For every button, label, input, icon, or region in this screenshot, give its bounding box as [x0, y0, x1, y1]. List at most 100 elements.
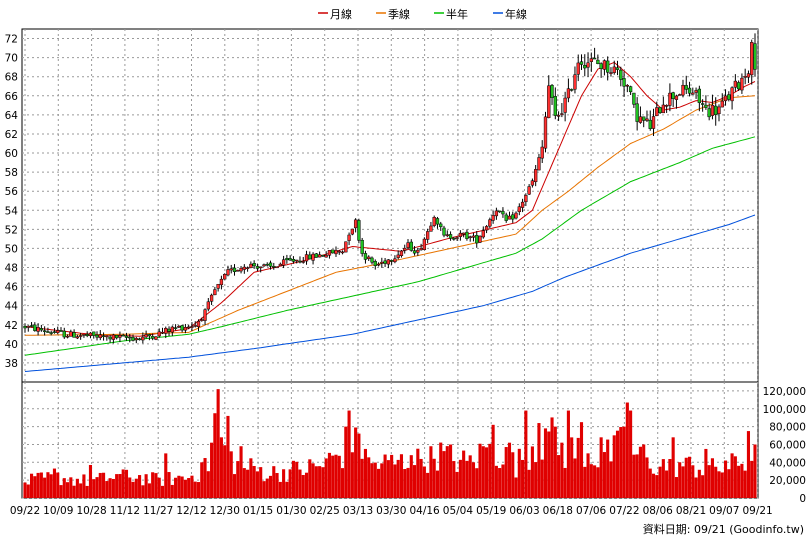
- volume-bar: [720, 472, 724, 498]
- x-tick-label: 01/30: [276, 505, 306, 517]
- volume-bar: [514, 477, 518, 498]
- volume-bar: [465, 460, 469, 498]
- volume-bar: [23, 482, 27, 498]
- volume-bar: [478, 443, 482, 498]
- x-tick-label: 02/25: [310, 505, 340, 517]
- candle-up: [56, 330, 60, 334]
- candle-up: [26, 325, 30, 328]
- volume-bar: [471, 462, 476, 498]
- x-tick-label: 03/13: [343, 505, 373, 517]
- price-grid: [22, 29, 759, 382]
- volume-bar: [481, 446, 485, 498]
- y-tick-label: 62: [5, 129, 18, 141]
- candle-up: [75, 336, 80, 339]
- volume-bar: [579, 422, 584, 498]
- candle-down: [272, 266, 276, 268]
- volume-bar: [350, 452, 354, 498]
- volume-bar: [52, 468, 57, 498]
- candle-up: [79, 335, 83, 337]
- volume-tick-label: 0: [799, 493, 806, 505]
- volume-bar: [43, 477, 47, 498]
- volume-bar: [534, 462, 538, 498]
- candle-down: [121, 334, 125, 337]
- volume-bar: [187, 478, 191, 498]
- volume-bar: [203, 458, 207, 498]
- candle-up: [262, 264, 266, 267]
- y-tick-label: 46: [5, 282, 19, 294]
- volume-bar: [602, 452, 606, 498]
- volume-bar: [501, 464, 505, 498]
- volume-bar: [468, 455, 472, 498]
- candle-up: [491, 215, 495, 221]
- candle-down: [687, 87, 692, 94]
- candle-up: [219, 278, 224, 286]
- candle-up: [154, 336, 158, 340]
- volume-bar: [429, 446, 433, 498]
- volume-bar: [645, 457, 649, 498]
- volume-bar: [727, 469, 731, 498]
- volume-bar: [543, 428, 548, 498]
- volume-bar: [612, 435, 616, 498]
- volume-bar: [331, 455, 335, 498]
- price-plot-frame: [21, 28, 759, 383]
- x-tick-label: 11/27: [143, 505, 173, 517]
- candle-down: [255, 266, 260, 269]
- candle-up: [344, 241, 348, 253]
- volume-bar: [174, 477, 178, 498]
- volume-bar: [547, 431, 551, 498]
- volume-bar: [105, 481, 109, 498]
- candle-down: [700, 103, 705, 105]
- candle-up: [223, 273, 227, 280]
- volume-bar: [46, 472, 50, 498]
- candle-up: [664, 105, 669, 107]
- date-x-axis: 09/22 10/09 10/28 11/12 11/27 12/12 12/30 01/15…: [10, 505, 773, 517]
- candle-up: [111, 334, 116, 340]
- candle-up: [69, 331, 73, 337]
- volume-bar: [537, 423, 541, 498]
- candle-up: [527, 186, 531, 195]
- volume-bar: [668, 459, 672, 498]
- candle-down: [291, 259, 296, 262]
- candle-up: [710, 104, 715, 116]
- candle-up: [324, 254, 328, 258]
- volume-bar: [511, 452, 515, 498]
- volume-bar: [550, 417, 554, 498]
- volume-bar: [308, 459, 312, 498]
- candle-down: [147, 334, 152, 337]
- volume-bar: [710, 458, 714, 498]
- volume-bar: [396, 459, 400, 498]
- x-tick-label: 10/09: [43, 505, 73, 517]
- volume-bar: [354, 427, 358, 498]
- y-tick-label: 42: [5, 320, 18, 332]
- candle-up: [65, 335, 70, 338]
- volume-bar: [573, 458, 577, 498]
- candle-down: [465, 231, 469, 239]
- volume-bar: [115, 474, 119, 498]
- candle-down: [606, 60, 610, 73]
- candle-up: [393, 258, 397, 263]
- volume-bar: [262, 481, 266, 498]
- volume-bar: [337, 455, 341, 498]
- volume-bar: [488, 443, 492, 498]
- volume-tick-label: 20,000: [769, 475, 806, 487]
- volume-bar: [684, 457, 688, 498]
- candle-up: [488, 219, 492, 227]
- volume-bar: [151, 472, 155, 498]
- volume-bar: [291, 460, 295, 498]
- volume-bar: [26, 484, 30, 498]
- y-tick-label: 64: [5, 110, 19, 122]
- volume-bar: [517, 448, 521, 498]
- volume-bar: [638, 446, 642, 498]
- candle-up: [556, 115, 561, 117]
- candle-up: [183, 327, 188, 331]
- x-tick-label: 12/30: [210, 505, 240, 517]
- candle-up: [164, 328, 168, 334]
- x-tick-label: 05/04: [443, 505, 474, 517]
- candle-up: [534, 169, 538, 183]
- volume-bar: [347, 410, 351, 498]
- candle-up: [419, 248, 423, 251]
- candle-down: [714, 105, 718, 116]
- x-tick-label: 12/12: [176, 505, 206, 517]
- candle-up: [160, 331, 165, 334]
- volume-bar: [380, 463, 384, 498]
